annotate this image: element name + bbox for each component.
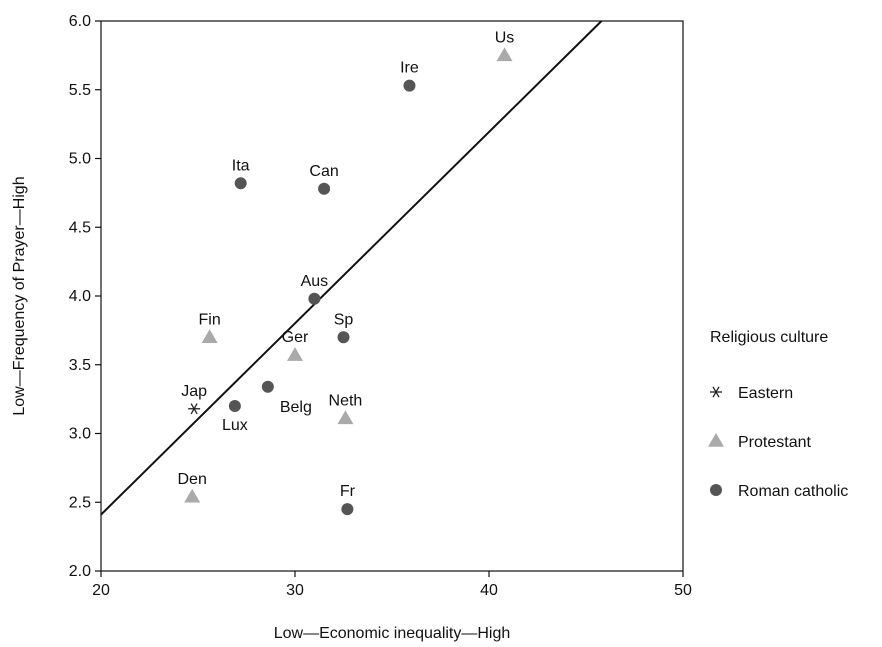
axes: 20 30 40 50 2.0 2.5 3.0 3.5 4.0 4.5 5.0 5.5 6.0 Low—E… xyxy=(11,13,692,642)
y-tick-label: 2.5 xyxy=(69,494,91,511)
point-fin xyxy=(201,329,218,344)
point-label-fin: Fin xyxy=(199,311,221,328)
x-tick-label: 50 xyxy=(674,582,692,599)
legend: Religious culture Eastern Protestant Roman … xyxy=(708,329,848,500)
point-label-us: Us xyxy=(495,29,515,46)
point-label-jap: Jap xyxy=(181,383,207,400)
point-label-ita: Ita xyxy=(232,157,250,174)
plot-area xyxy=(100,20,684,572)
data-points: Us Ire Ita Can Aus Fin Sp Ger Belg Jap Lux Neth Den F… xyxy=(178,29,515,516)
point-label-den: Den xyxy=(178,471,207,488)
point-sp xyxy=(337,331,350,344)
point-neth xyxy=(337,410,354,425)
point-label-lux: Lux xyxy=(222,417,248,434)
point-ire xyxy=(403,79,416,92)
x-axis-title: Low—Economic inequality—High xyxy=(274,625,511,642)
point-ger xyxy=(287,347,303,361)
point-us xyxy=(496,47,513,62)
point-jap xyxy=(188,403,201,415)
point-belg xyxy=(261,380,274,393)
point-label-can: Can xyxy=(309,163,338,180)
asterisk-stroke xyxy=(190,403,198,415)
point-label-ire: Ire xyxy=(400,60,419,77)
point-label-aus: Aus xyxy=(301,273,329,290)
point-label-belg: Belg xyxy=(280,399,312,416)
legend-marker-protestant xyxy=(708,433,724,447)
y-tick-label: 2.0 xyxy=(69,563,91,580)
y-tick-label: 5.5 xyxy=(69,82,91,99)
x-tick-label: 40 xyxy=(480,582,498,599)
point-aus xyxy=(308,292,321,305)
point-can xyxy=(318,182,331,195)
legend-label: Roman catholic xyxy=(738,483,848,500)
y-tick-label: 3.5 xyxy=(69,357,91,374)
fit-line xyxy=(100,20,603,516)
point-fr xyxy=(341,503,354,516)
point-den xyxy=(184,488,201,503)
point-label-fr: Fr xyxy=(340,483,356,500)
point-lux xyxy=(228,400,241,412)
y-axis-title: Low—Frequency of Prayer—High xyxy=(11,176,28,415)
point-label-sp: Sp xyxy=(334,311,354,328)
x-tick-label: 20 xyxy=(92,582,110,599)
y-tick-label: 3.0 xyxy=(69,426,91,443)
plot-frame xyxy=(100,20,684,572)
legend-title: Religious culture xyxy=(710,329,828,346)
point-ita xyxy=(234,177,247,190)
point-label-ger: Ger xyxy=(282,329,309,346)
legend-label: Protestant xyxy=(738,434,811,451)
legend-marker-roman-catholic xyxy=(710,484,722,496)
y-tick-label: 5.0 xyxy=(69,151,91,168)
asterisk-stroke xyxy=(712,386,720,398)
point-label-neth: Neth xyxy=(329,392,363,409)
legend-marker-eastern xyxy=(710,386,722,398)
y-tick-label: 6.0 xyxy=(69,13,91,30)
x-tick-label: 30 xyxy=(286,582,304,599)
y-tick-label: 4.5 xyxy=(69,219,91,236)
y-tick-label: 4.0 xyxy=(69,288,91,305)
legend-label: Eastern xyxy=(738,385,793,402)
